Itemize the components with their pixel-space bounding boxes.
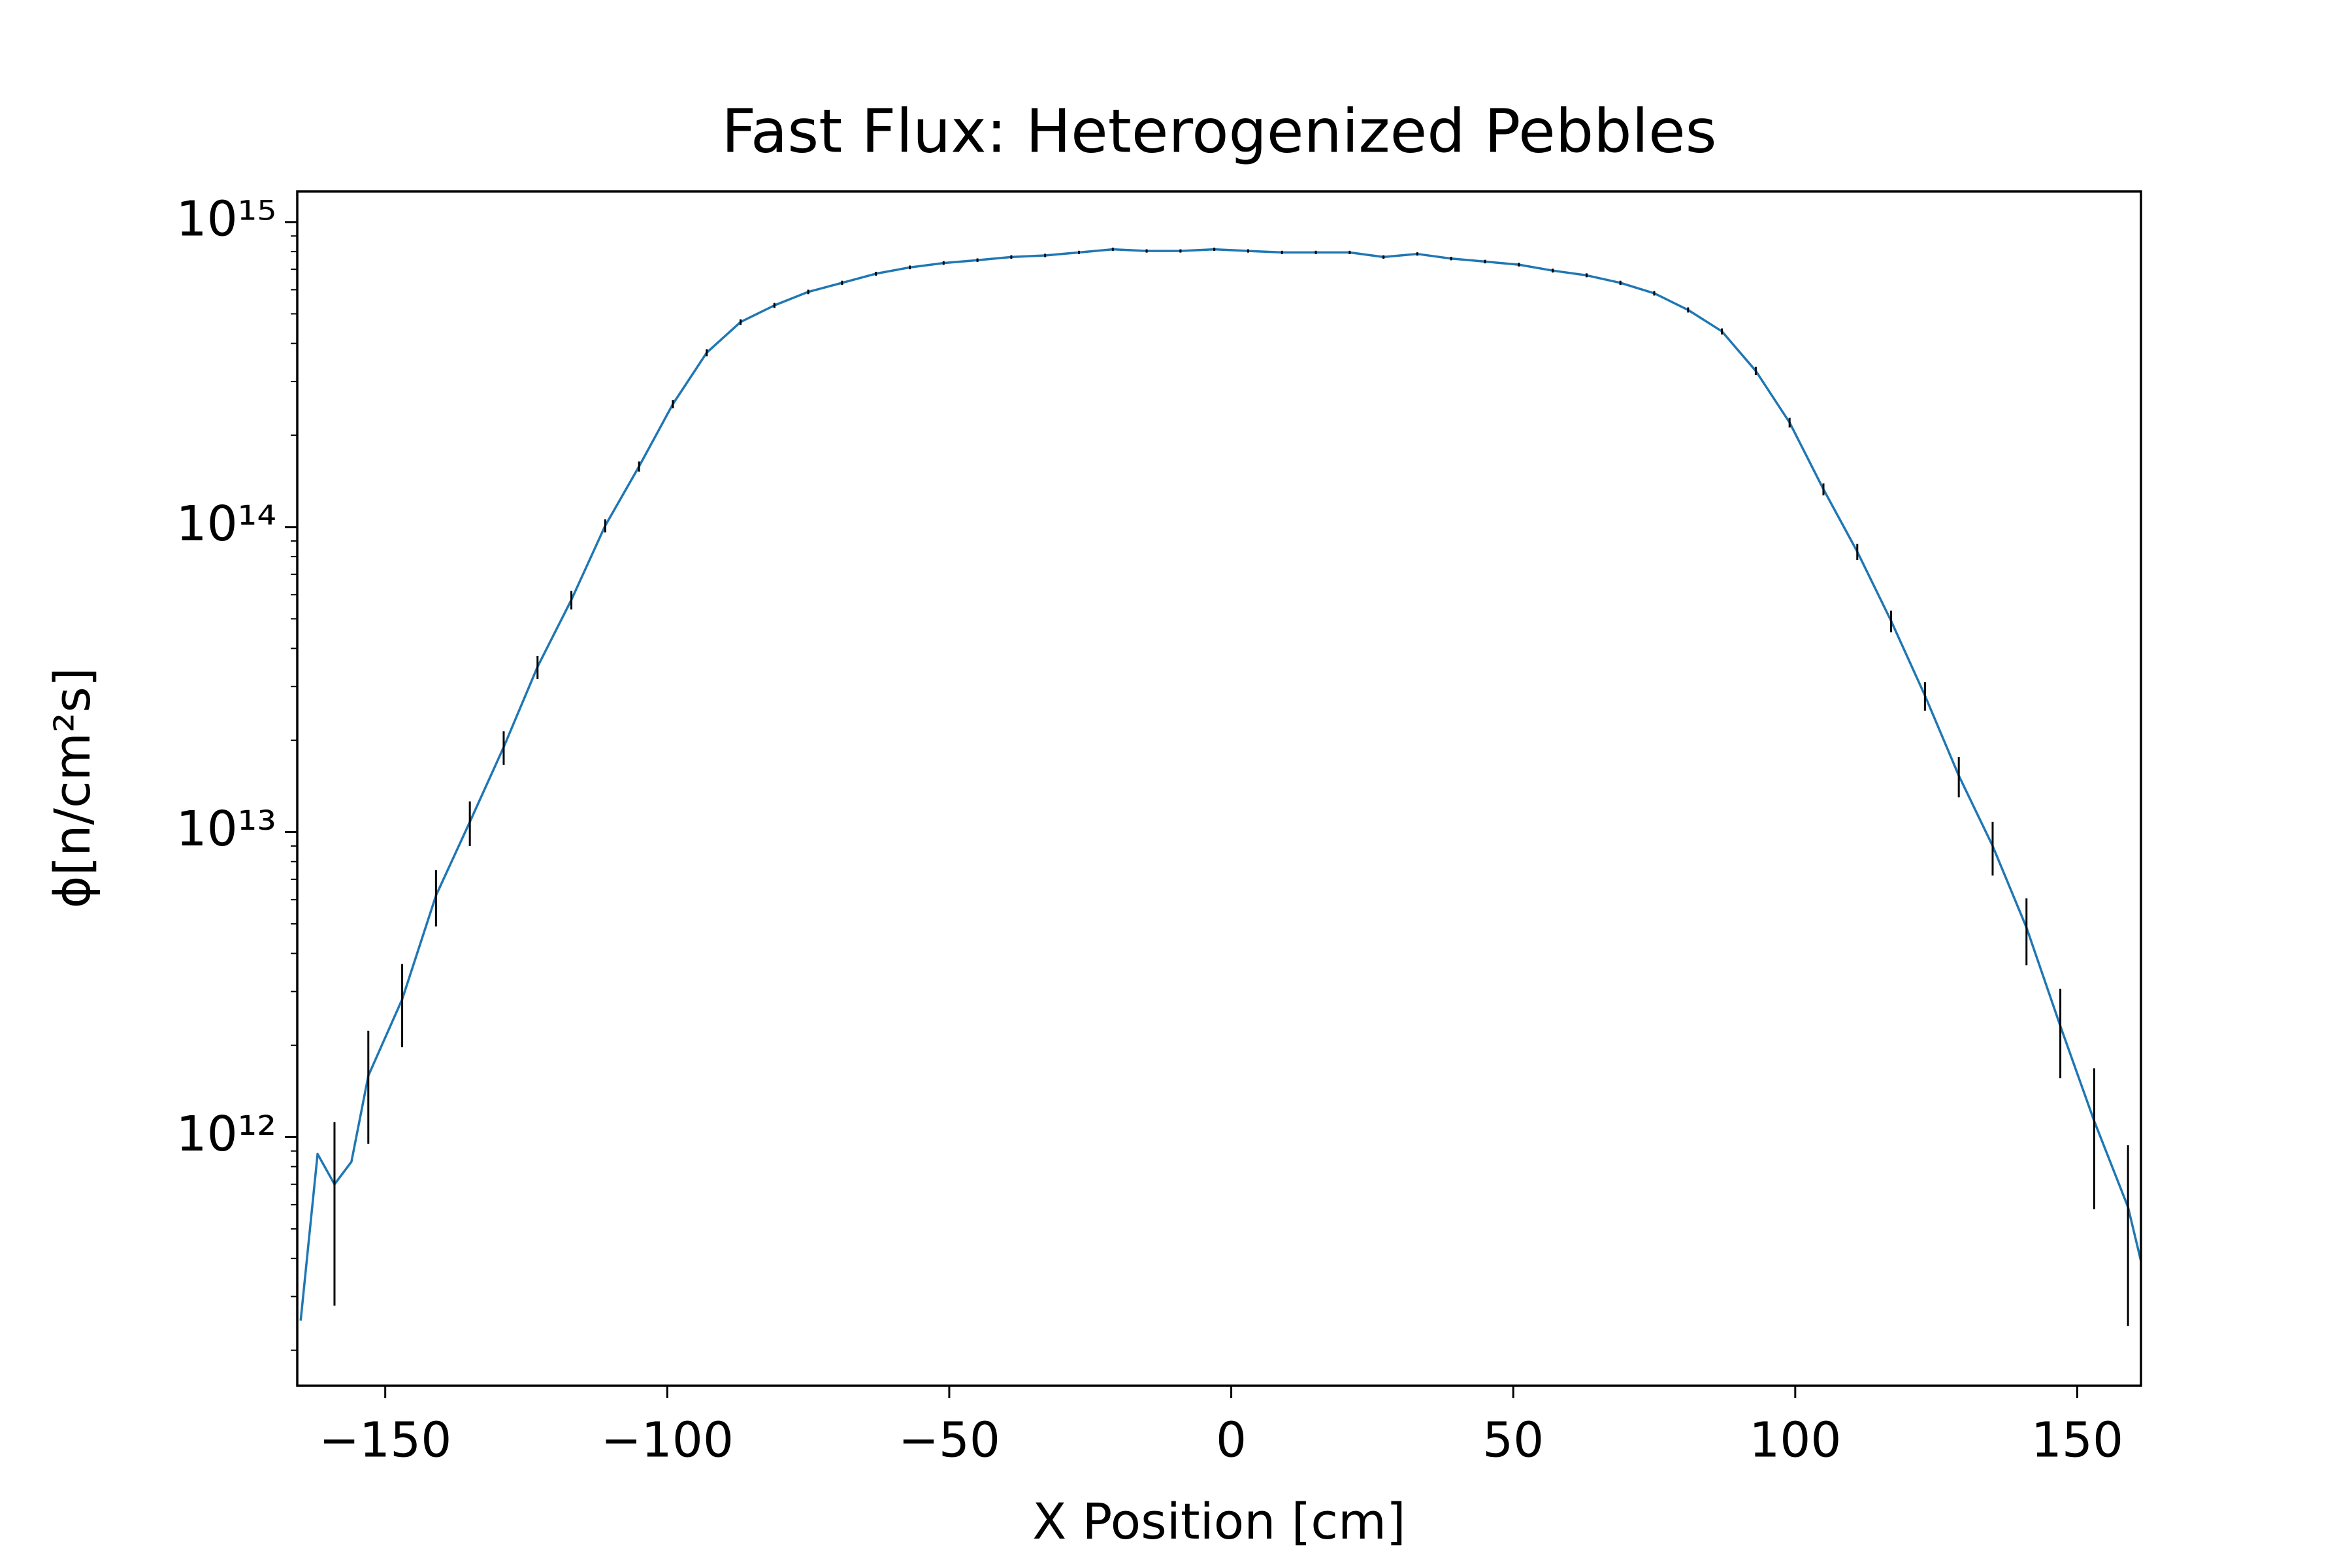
y-tick-label: 10¹³ xyxy=(176,801,277,857)
y-tick-label: 10¹⁵ xyxy=(176,191,277,247)
x-tick-label: −100 xyxy=(601,1413,734,1469)
x-tick-label: 150 xyxy=(2031,1413,2123,1469)
x-tick-label: −150 xyxy=(319,1413,451,1469)
x-tick-label: 100 xyxy=(1749,1413,1841,1469)
x-tick-label: 50 xyxy=(1482,1413,1544,1469)
series-group xyxy=(299,248,2141,1326)
x-tick-label: −50 xyxy=(898,1413,1000,1469)
x-tick-label: 0 xyxy=(1216,1413,1247,1469)
y-axis-label: ϕ[n/cm²s] xyxy=(43,667,101,908)
y-tick-label: 10¹⁴ xyxy=(176,496,277,552)
y-tick-label: 10¹² xyxy=(176,1106,277,1162)
axes-frame xyxy=(296,190,2142,1387)
chart-title: Fast Flux: Heterogenized Pebbles xyxy=(721,96,1716,166)
x-axis-label: X Position [cm] xyxy=(1032,1492,1405,1550)
